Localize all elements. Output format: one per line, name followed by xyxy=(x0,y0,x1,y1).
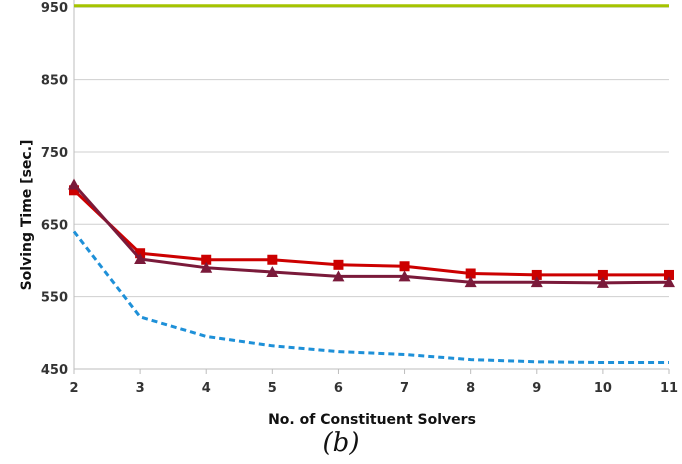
data-point xyxy=(596,276,609,288)
y-tick-label: 550 xyxy=(41,291,68,306)
series-2 xyxy=(69,185,674,280)
data-point xyxy=(200,261,213,273)
line-chart: 450 550 650 750 850 950 2 3 4 5 6 7 8 9 10 11 No. of C… xyxy=(19,0,678,428)
x-tick-label: 2 xyxy=(69,381,78,396)
grid-lines xyxy=(74,6,669,370)
y-tick-label: 650 xyxy=(41,218,68,233)
data-point xyxy=(464,276,477,288)
data-point xyxy=(333,259,344,270)
data-point xyxy=(398,270,411,282)
data-point xyxy=(134,253,147,265)
data-point xyxy=(267,254,278,265)
data-point xyxy=(332,270,345,282)
y-tick-label: 850 xyxy=(41,74,68,89)
data-point xyxy=(201,254,212,265)
y-axis-title: Solving Time [sec.] xyxy=(19,140,35,291)
axes xyxy=(73,0,670,374)
series-line xyxy=(72,189,669,277)
x-tick-label: 11 xyxy=(660,381,678,396)
figure-caption: (b) xyxy=(322,428,360,458)
series-line xyxy=(72,230,669,364)
y-tick-label: 950 xyxy=(41,1,68,16)
x-tick-label: 7 xyxy=(400,381,409,396)
data-point xyxy=(266,266,279,278)
series-line xyxy=(72,183,670,285)
data-point xyxy=(531,269,542,280)
y-tick-labels: 450 550 650 750 850 950 xyxy=(41,1,68,378)
data-point xyxy=(597,269,608,280)
x-tick-label: 9 xyxy=(532,381,541,396)
data-point xyxy=(530,276,543,288)
y-tick-label: 750 xyxy=(41,146,68,161)
series-group xyxy=(68,4,675,364)
x-axis-title: No. of Constituent Solvers xyxy=(268,412,476,428)
data-point xyxy=(663,276,675,288)
data-point xyxy=(399,261,410,272)
data-point xyxy=(465,268,476,279)
series-4 xyxy=(72,230,669,364)
x-tick-label: 5 xyxy=(268,381,277,396)
x-tick-label: 4 xyxy=(202,381,211,396)
y-tick-label: 450 xyxy=(41,363,68,378)
series-3 xyxy=(68,178,675,288)
x-tick-labels: 2 3 4 5 6 7 8 9 10 11 xyxy=(69,381,678,396)
x-tick-label: 8 xyxy=(466,381,475,396)
data-point xyxy=(68,178,80,190)
x-tick-label: 3 xyxy=(136,381,145,396)
data-point xyxy=(664,269,674,280)
x-tick-label: 6 xyxy=(334,381,343,396)
data-point xyxy=(69,185,79,196)
x-tick-label: 10 xyxy=(594,381,612,396)
